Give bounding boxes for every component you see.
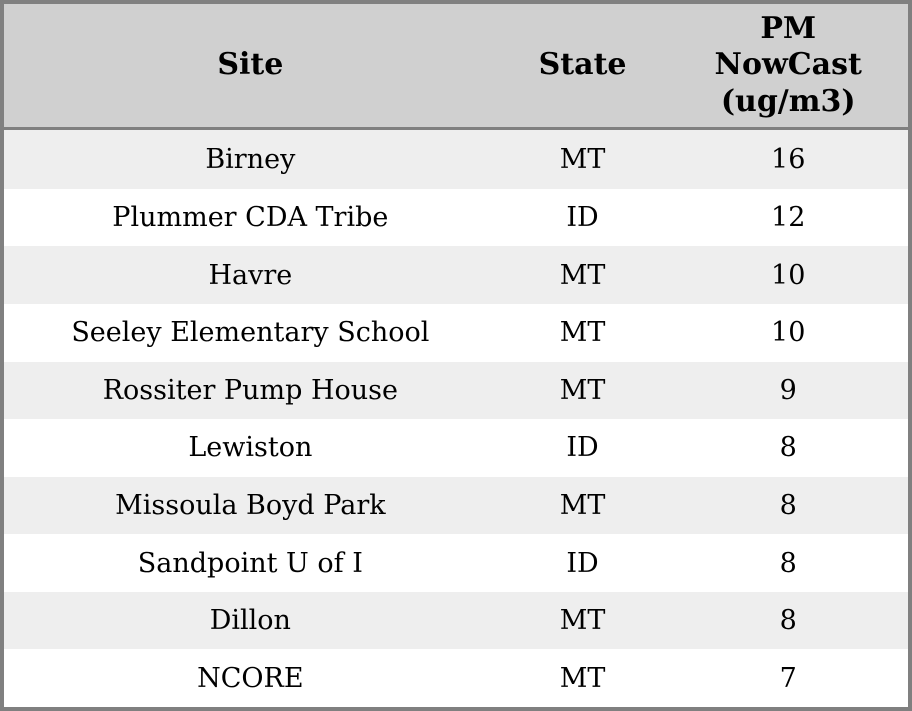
table-row: NCORE MT 7 [4,649,908,707]
state-cell: MT [559,317,606,349]
table-row: Rossiter Pump House MT 9 [4,361,908,420]
table-row: Dillon MT 8 [4,591,908,650]
pm-cell: 8 [779,489,797,521]
pm-nowcast-column-header: PM NowCast (ug/m3) [668,4,908,130]
state-cell: MT [559,374,606,406]
state-cell: MT [559,489,606,521]
pm-cell: 12 [771,202,806,234]
table-row: Sandpoint U of I ID 8 [4,534,908,592]
state-cell: MT [559,259,606,291]
state-cell: ID [566,202,599,234]
table-row: Plummer CDA Tribe ID 12 [4,188,908,247]
site-header-label: Site [217,47,284,83]
pm-cell: 8 [779,605,797,637]
site-cell: Birney [205,143,296,175]
pm-cell: 16 [771,143,806,175]
state-cell: MT [559,605,606,637]
table-row: Birney MT 16 [4,128,908,189]
site-column-header: Site [4,4,497,130]
pm-cell: 7 [779,662,797,694]
pm-nowcast-table: Site State PM NowCast (ug/m3) Birney MT … [4,4,908,707]
state-cell: MT [559,143,606,175]
pm-cell: 9 [779,374,797,406]
state-column-header: State [496,4,669,130]
pm-header-line-2: NowCast [714,47,862,83]
site-cell: Havre [208,259,293,291]
site-cell: Lewiston [188,432,313,464]
pm-cell: 8 [779,432,797,464]
header-row: Site State PM NowCast (ug/m3) [4,4,908,130]
pm-header-line-3: (ug/m3) [720,83,856,119]
site-cell: Missoula Boyd Park [115,489,386,521]
table-row: Seeley Elementary School MT 10 [4,303,908,362]
table-row: Missoula Boyd Park MT 8 [4,476,908,535]
table-row: Havre MT 10 [4,246,908,304]
table-header: Site State PM NowCast (ug/m3) [4,4,908,130]
pm-cell: 10 [771,259,806,291]
site-cell: Plummer CDA Tribe [112,202,389,234]
site-cell: Rossiter Pump House [102,374,398,406]
site-cell: Seeley Elementary School [71,317,430,349]
state-cell: ID [566,432,599,464]
pm-header-line-1: PM [760,10,817,46]
pm-cell: 10 [771,317,806,349]
state-cell: MT [559,662,606,694]
table-row: Lewiston ID 8 [4,419,908,477]
site-cell: NCORE [197,662,304,694]
site-cell: Sandpoint U of I [137,547,363,579]
state-cell: ID [566,547,599,579]
state-header-label: State [538,47,627,83]
pm-cell: 8 [779,547,797,579]
table-body: Birney MT 16 Plummer CDA Tribe ID 12 Hav… [4,128,908,707]
site-cell: Dillon [209,605,291,637]
